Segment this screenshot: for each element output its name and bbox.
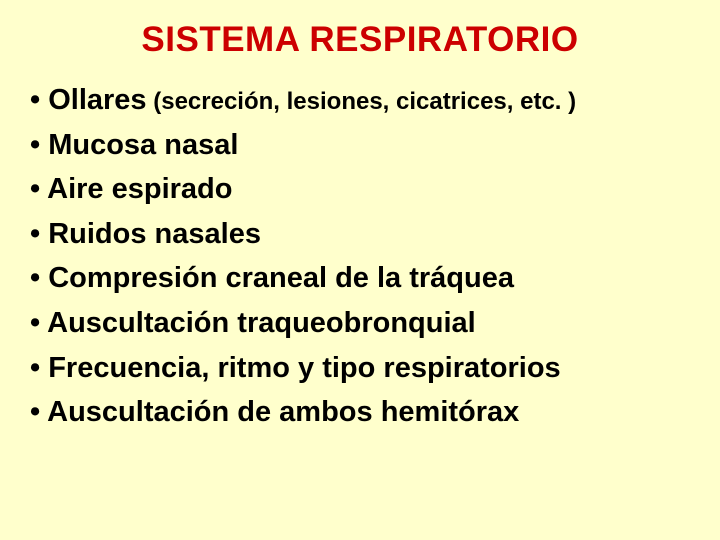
bullet-text: Ruidos nasales xyxy=(48,218,261,250)
list-item: • Aire espirado xyxy=(30,167,690,212)
bullet-text: Auscultación traqueobronquial xyxy=(47,307,476,339)
list-item: • Auscultación traqueobronquial xyxy=(30,301,690,346)
slide-title: SISTEMA RESPIRATORIO xyxy=(30,20,690,60)
bullet-text: Frecuencia, ritmo y tipo respiratorios xyxy=(48,352,560,384)
list-item: • Auscultación de ambos hemitórax xyxy=(30,390,690,435)
bullet-text: Mucosa nasal xyxy=(48,129,238,161)
list-item: • Frecuencia, ritmo y tipo respiratorios xyxy=(30,346,690,391)
bullet-paren: (secreción, lesiones, cicatrices, etc. ) xyxy=(147,88,577,115)
slide: SISTEMA RESPIRATORIO • Ollares (secreció… xyxy=(0,0,720,540)
list-item: • Ruidos nasales xyxy=(30,212,690,257)
list-item: • Compresión craneal de la tráquea xyxy=(30,256,690,301)
bullet-text: Aire espirado xyxy=(47,173,232,205)
bullet-list: • Ollares (secreción, lesiones, cicatric… xyxy=(30,78,690,435)
bullet-text: Auscultación de ambos hemitórax xyxy=(47,396,519,428)
bullet-text: Compresión craneal de la tráquea xyxy=(48,262,514,294)
bullet-text: Ollares xyxy=(48,84,146,116)
list-item: • Mucosa nasal xyxy=(30,123,690,168)
list-item: • Ollares (secreción, lesiones, cicatric… xyxy=(30,78,690,123)
